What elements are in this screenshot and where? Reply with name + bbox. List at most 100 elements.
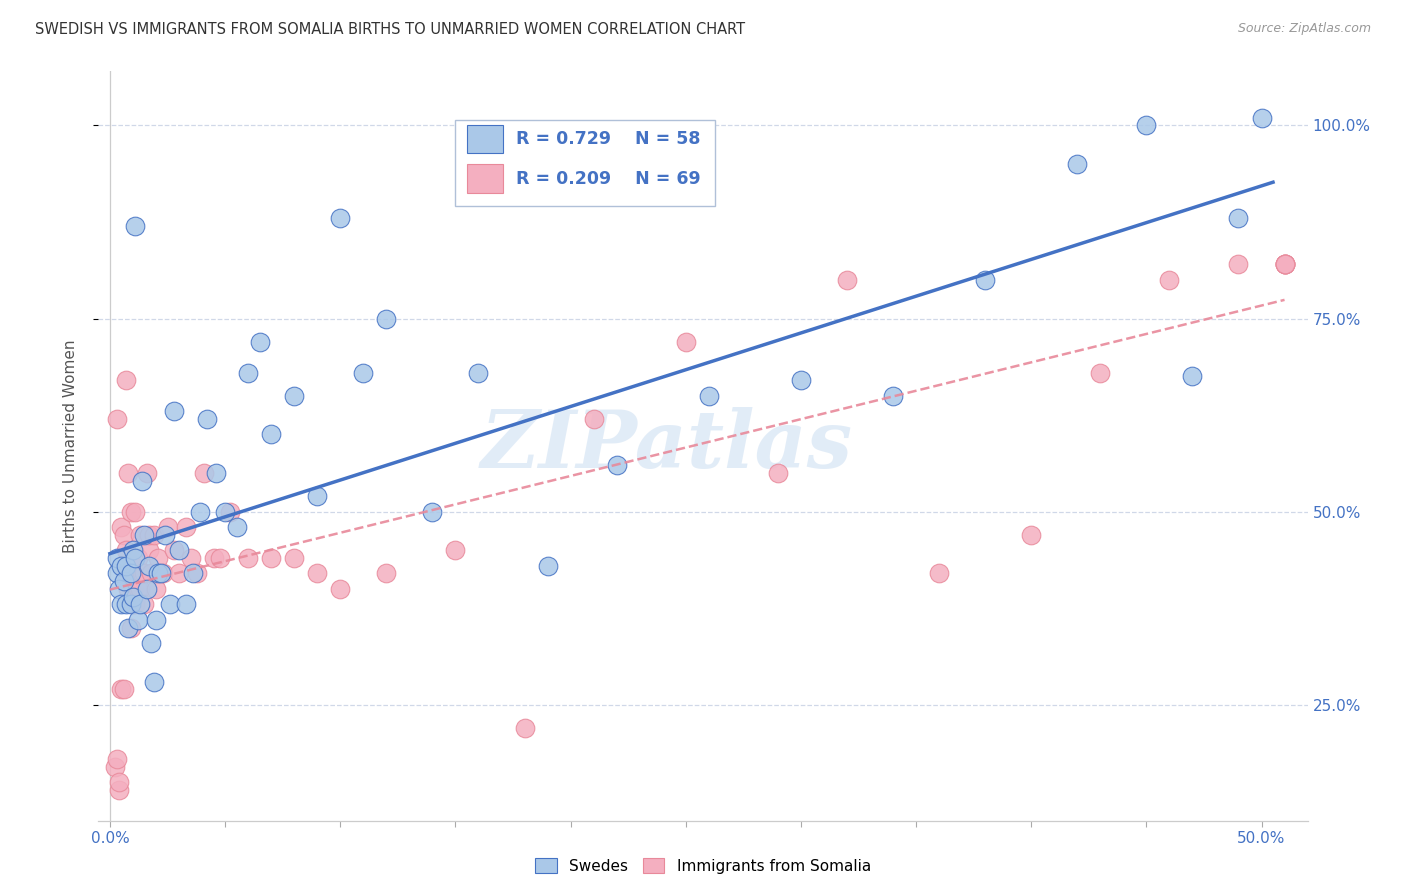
Text: SWEDISH VS IMMIGRANTS FROM SOMALIA BIRTHS TO UNMARRIED WOMEN CORRELATION CHART: SWEDISH VS IMMIGRANTS FROM SOMALIA BIRTH… [35, 22, 745, 37]
Point [1181, 369, 1204, 384]
Point [135, 466, 157, 480]
Point [134, 566, 156, 581]
Point [422, 505, 444, 519]
Point [115, 373, 138, 387]
Point [181, 566, 204, 581]
Point [467, 366, 489, 380]
Point [352, 366, 374, 380]
Point [145, 582, 167, 596]
Point [1227, 257, 1250, 271]
Point [108, 782, 131, 797]
Point [1274, 257, 1296, 271]
Point [835, 273, 858, 287]
Point [138, 528, 160, 542]
Point [444, 543, 467, 558]
Point [1159, 273, 1181, 287]
Point [128, 528, 150, 542]
Point [1274, 257, 1296, 271]
Point [131, 566, 153, 581]
Point [138, 543, 160, 558]
Point [186, 566, 208, 581]
Point [882, 389, 904, 403]
Point [108, 775, 131, 789]
Point [1135, 119, 1157, 133]
Point [1066, 157, 1088, 171]
Point [1274, 257, 1296, 271]
Point [152, 566, 174, 581]
Point [134, 598, 156, 612]
Point [159, 598, 181, 612]
Point [218, 505, 240, 519]
Point [120, 566, 142, 581]
Y-axis label: Births to Unmarried Women: Births to Unmarried Women [63, 339, 77, 553]
Point [148, 566, 170, 581]
Point [205, 466, 228, 480]
Point [112, 682, 135, 697]
Point [120, 598, 142, 612]
Point [329, 211, 352, 226]
Point [142, 674, 165, 689]
Point [974, 273, 997, 287]
Point [156, 520, 179, 534]
Point [115, 598, 138, 612]
Point [105, 566, 128, 581]
Point [105, 412, 128, 426]
Point [115, 558, 138, 573]
Point [149, 566, 172, 581]
Point [112, 528, 135, 542]
Point [167, 543, 190, 558]
Point [283, 551, 305, 566]
FancyBboxPatch shape [467, 125, 503, 153]
Point [174, 598, 197, 612]
Point [122, 590, 145, 604]
Point [103, 759, 125, 773]
Point [105, 551, 128, 566]
Point [124, 598, 146, 612]
Point [260, 427, 283, 442]
Point [141, 566, 163, 581]
Point [675, 334, 697, 349]
Point [142, 528, 165, 542]
Point [174, 520, 197, 534]
FancyBboxPatch shape [456, 120, 716, 206]
Point [606, 458, 628, 473]
Point [115, 566, 138, 581]
Point [329, 582, 352, 596]
Point [1250, 111, 1272, 125]
Point [120, 621, 142, 635]
Point [120, 505, 142, 519]
Point [108, 582, 131, 596]
Point [260, 551, 283, 566]
Point [193, 466, 215, 480]
Point [307, 566, 329, 581]
Point [249, 334, 271, 349]
Text: ZIPatlas: ZIPatlas [481, 408, 853, 484]
Point [307, 489, 329, 503]
Point [236, 366, 259, 380]
Point [188, 505, 211, 519]
Point [128, 582, 150, 596]
Legend: Swedes, Immigrants from Somalia: Swedes, Immigrants from Somalia [529, 852, 877, 880]
Point [122, 558, 145, 573]
Point [110, 558, 132, 573]
Point [766, 466, 789, 480]
Point [1274, 257, 1296, 271]
Point [209, 551, 232, 566]
Point [1090, 366, 1112, 380]
Point [163, 543, 186, 558]
Point [283, 389, 305, 403]
Point [236, 551, 259, 566]
Point [180, 551, 202, 566]
Point [124, 219, 146, 233]
Point [117, 466, 139, 480]
Point [163, 404, 186, 418]
Point [1227, 211, 1250, 226]
Point [138, 558, 160, 573]
FancyBboxPatch shape [467, 164, 503, 193]
Point [122, 582, 145, 596]
Point [1019, 528, 1042, 542]
Point [127, 582, 149, 596]
Text: Source: ZipAtlas.com: Source: ZipAtlas.com [1237, 22, 1371, 36]
Point [135, 582, 157, 596]
Point [375, 311, 398, 326]
